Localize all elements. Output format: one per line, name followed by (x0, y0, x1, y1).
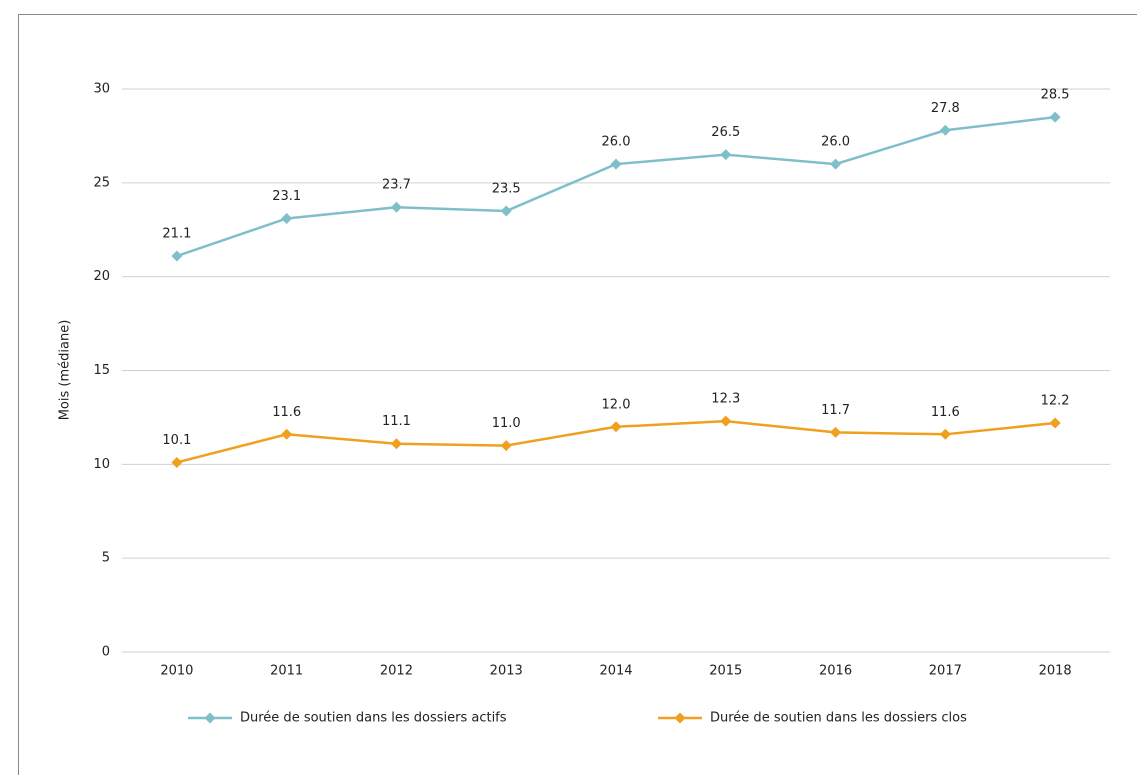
data-label: 26.0 (602, 135, 631, 150)
x-tick-label: 2012 (380, 664, 413, 679)
point (390, 438, 402, 450)
point (281, 212, 293, 224)
data-label: 26.5 (711, 125, 740, 140)
data-label: 11.7 (821, 403, 850, 418)
data-label: 10.1 (162, 433, 191, 448)
data-label: 28.5 (1041, 88, 1070, 103)
point (390, 201, 402, 213)
point (500, 205, 512, 217)
x-tick-label: 2018 (1039, 664, 1072, 679)
x-tick-label: 2013 (490, 664, 523, 679)
point (610, 158, 622, 170)
data-label: 11.6 (272, 405, 301, 420)
data-label: 11.1 (382, 414, 411, 429)
data-label: 12.0 (602, 397, 631, 412)
point (171, 456, 183, 468)
y-tick-label: 25 (93, 175, 110, 190)
y-tick-label: 20 (93, 269, 110, 284)
point (281, 428, 293, 440)
legend-marker (204, 712, 216, 724)
data-label: 12.3 (711, 392, 740, 407)
data-label: 23.7 (382, 178, 411, 193)
legend-label: Durée de soutien dans les dossiers clos (710, 711, 967, 726)
point (720, 149, 732, 161)
point (939, 428, 951, 440)
data-label: 27.8 (931, 101, 960, 116)
data-label: 23.5 (492, 181, 521, 196)
point (500, 440, 512, 452)
point (830, 426, 842, 438)
data-label: 12.2 (1041, 394, 1070, 409)
y-axis-label: Mois (médiane) (58, 320, 73, 421)
data-label: 23.1 (272, 189, 301, 204)
y-tick-label: 15 (93, 363, 110, 378)
data-label: 11.6 (931, 405, 960, 420)
legend-label: Durée de soutien dans les dossiers actif… (240, 711, 507, 726)
point (720, 415, 732, 427)
point (1049, 111, 1061, 123)
point (171, 250, 183, 262)
x-tick-label: 2017 (929, 664, 962, 679)
frame (18, 14, 1137, 775)
data-label: 11.0 (492, 416, 521, 431)
y-tick-label: 0 (102, 645, 110, 660)
legend-marker (674, 712, 686, 724)
x-tick-label: 2015 (709, 664, 742, 679)
y-tick-label: 5 (102, 551, 110, 566)
data-label: 21.1 (162, 227, 191, 242)
point (1049, 417, 1061, 429)
point (610, 421, 622, 433)
point (830, 158, 842, 170)
x-tick-label: 2016 (819, 664, 852, 679)
x-tick-label: 2011 (270, 664, 303, 679)
y-tick-label: 30 (93, 82, 110, 97)
data-label: 26.0 (821, 135, 850, 150)
y-tick-label: 10 (93, 457, 110, 472)
x-tick-label: 2014 (599, 664, 632, 679)
point (939, 124, 951, 136)
x-tick-label: 2010 (160, 664, 193, 679)
